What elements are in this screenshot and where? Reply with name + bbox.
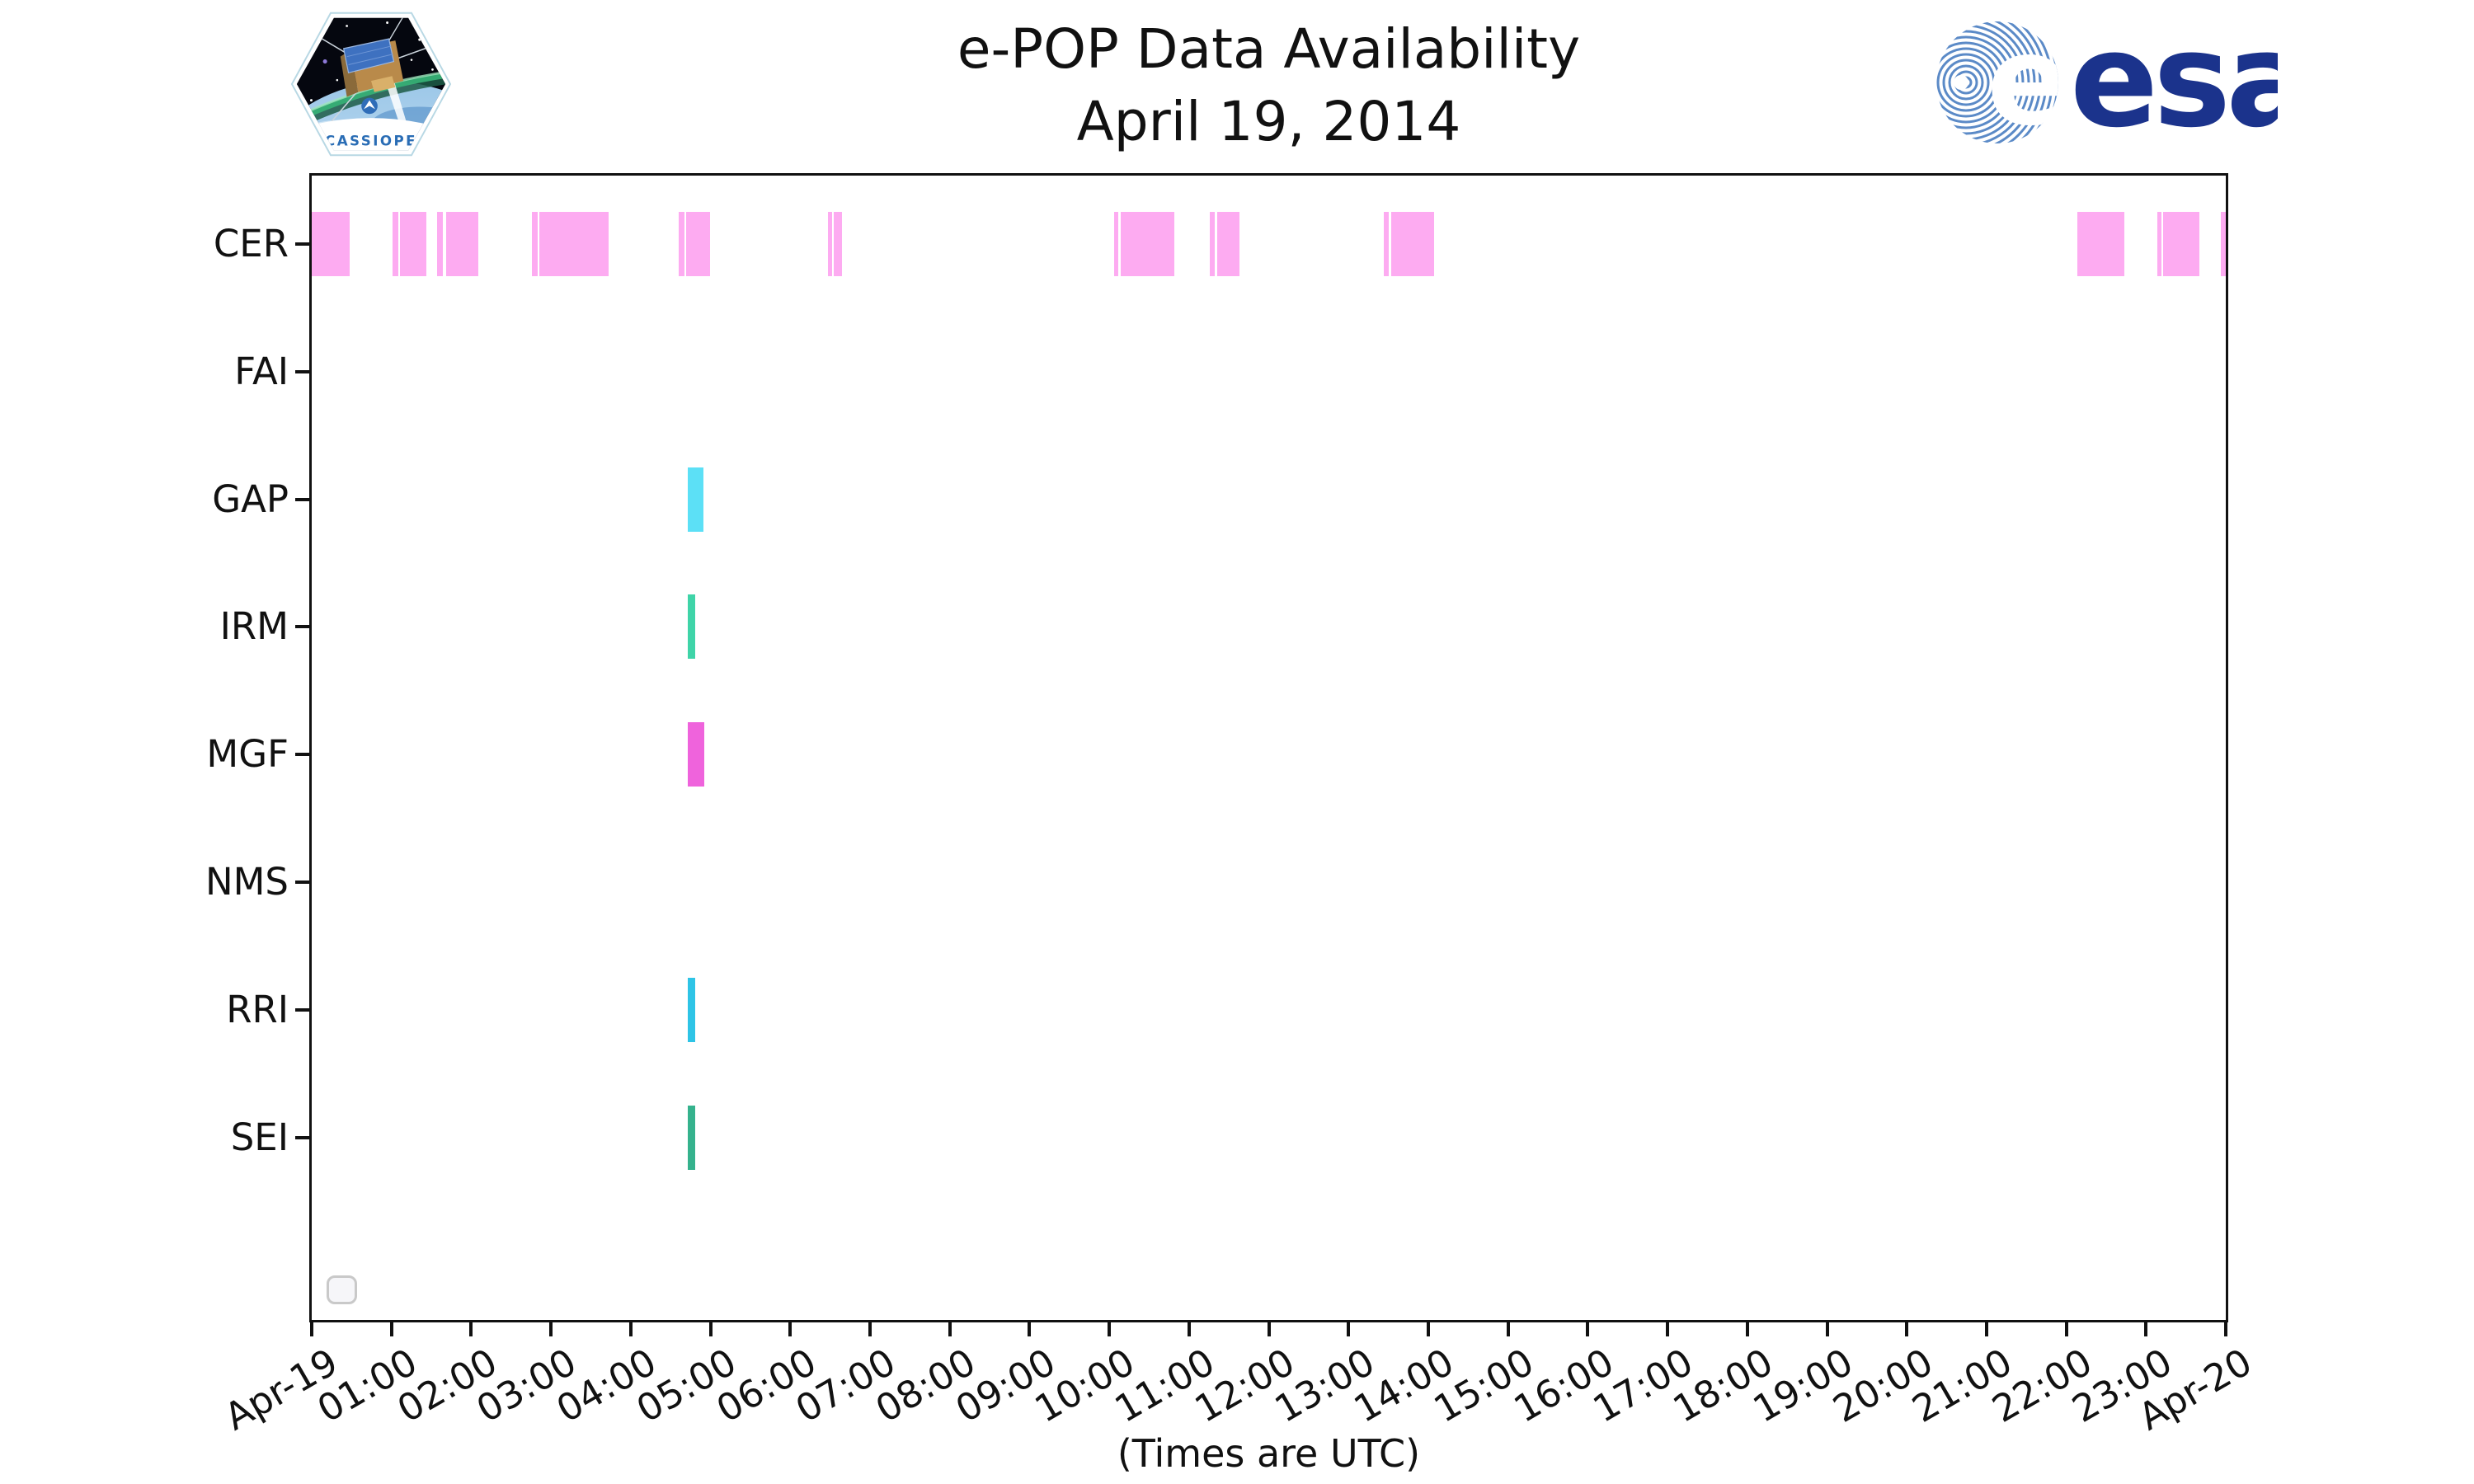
- availability-bar-cer: [1383, 212, 1389, 276]
- availability-bar-cer: [531, 212, 538, 276]
- x-tick-17-00: [1666, 1322, 1669, 1336]
- x-tick-15-00: [1506, 1322, 1510, 1336]
- availability-bar-cer: [678, 212, 684, 276]
- banner: [296, 118, 446, 151]
- x-tick-04-00: [628, 1322, 633, 1336]
- availability-bar-cer: [539, 212, 609, 276]
- x-tick-21-00: [1984, 1322, 1988, 1336]
- availability-bar-cer: [2157, 212, 2161, 276]
- y-tick-label-irm: IRM: [219, 604, 289, 649]
- x-tick-05-00: [708, 1322, 713, 1336]
- y-tick-mgf: [295, 753, 309, 757]
- availability-bar-cer: [1120, 212, 1175, 276]
- x-tick-12-00: [1267, 1322, 1271, 1336]
- availability-bar-cer: [2077, 212, 2125, 276]
- y-tick-label-sei: SEI: [230, 1115, 289, 1159]
- y-tick-rri: [295, 1007, 309, 1012]
- x-tick-07-00: [868, 1322, 872, 1336]
- y-tick-label-mgf: MGF: [206, 732, 289, 777]
- y-tick-label-fai: FAI: [234, 349, 289, 393]
- x-tick-03-00: [549, 1322, 553, 1336]
- x-tick-14-00: [1426, 1322, 1430, 1336]
- esa-globe-icon: e: [1936, 10, 2071, 153]
- x-tick-10-00: [1108, 1322, 1112, 1336]
- purple-star: [322, 59, 327, 64]
- cassiope-mission-patch-icon: CASSIOPE: [290, 12, 452, 157]
- x-tick-18-00: [1745, 1322, 1749, 1336]
- esa-logo: e esa: [1936, 10, 2278, 157]
- availability-bar-cer: [2162, 212, 2200, 276]
- availability-bar-rri: [687, 977, 696, 1042]
- y-tick-sei: [295, 1135, 309, 1139]
- availability-bar-cer: [392, 212, 399, 276]
- availability-bar-cer: [1216, 212, 1239, 276]
- x-tick-19-00: [1825, 1322, 1829, 1336]
- x-tick-20-00: [1905, 1322, 1909, 1336]
- esa-globe-e: e: [1987, 10, 2071, 153]
- x-tick-08-00: [948, 1322, 952, 1336]
- y-tick-irm: [295, 625, 309, 629]
- availability-bar-cer: [400, 212, 427, 276]
- x-tick-16-00: [1586, 1322, 1590, 1336]
- x-axis-caption: (Times are UTC): [1117, 1431, 1421, 1476]
- availability-bar-cer: [1390, 212, 1434, 276]
- availability-bar-cer: [1113, 212, 1118, 276]
- availability-bar-mgf: [687, 722, 704, 787]
- x-tick-06-00: [788, 1322, 793, 1336]
- availability-bar-cer: [2221, 212, 2226, 276]
- availability-bar-irm: [687, 594, 696, 660]
- y-tick-gap: [295, 497, 309, 501]
- x-tick-01-00: [389, 1322, 393, 1336]
- y-tick-fai: [295, 369, 309, 373]
- y-tick-label-gap: GAP: [212, 477, 289, 521]
- y-tick-nms: [295, 881, 309, 884]
- x-tick-13-00: [1347, 1322, 1351, 1336]
- availability-bar-cer: [436, 212, 443, 276]
- y-tick-label-rri: RRI: [226, 987, 289, 1031]
- chart-subtitle: April 19, 2014: [1076, 90, 1461, 153]
- availability-bar-cer: [1209, 212, 1215, 276]
- y-tick-label-nms: NMS: [205, 860, 289, 904]
- x-tick-02-00: [469, 1322, 473, 1336]
- x-tick-23-00: [2144, 1322, 2148, 1336]
- plot-area: [309, 173, 2228, 1322]
- chart-title-block: e-POP Data Availability April 19, 2014: [309, 13, 2228, 158]
- y-tick-label-cer: CER: [213, 222, 289, 265]
- esa-globe-dot: [1954, 75, 1968, 90]
- chart-title: e-POP Data Availability: [957, 17, 1581, 81]
- availability-bar-sei: [687, 1105, 696, 1170]
- x-tick-apr-20: [2224, 1322, 2227, 1336]
- y-tick-cer: [295, 242, 309, 246]
- x-tick-apr-19: [310, 1322, 313, 1336]
- availability-bar-cer: [834, 212, 843, 276]
- esa-wordmark: esa: [2070, 10, 2278, 157]
- availability-bar-gap: [687, 467, 703, 532]
- csa-roundel-icon: [361, 97, 378, 115]
- availability-bar-cer: [827, 212, 833, 276]
- availability-bar-cer: [685, 212, 710, 276]
- x-tick-11-00: [1187, 1322, 1191, 1336]
- cassiope-patch-label: CASSIOPE: [325, 133, 417, 148]
- availability-bar-cer: [312, 212, 350, 276]
- x-tick-09-00: [1028, 1322, 1032, 1336]
- availability-bar-cer: [445, 212, 479, 276]
- x-tick-22-00: [2064, 1322, 2068, 1336]
- empty-legend-box: [327, 1275, 357, 1304]
